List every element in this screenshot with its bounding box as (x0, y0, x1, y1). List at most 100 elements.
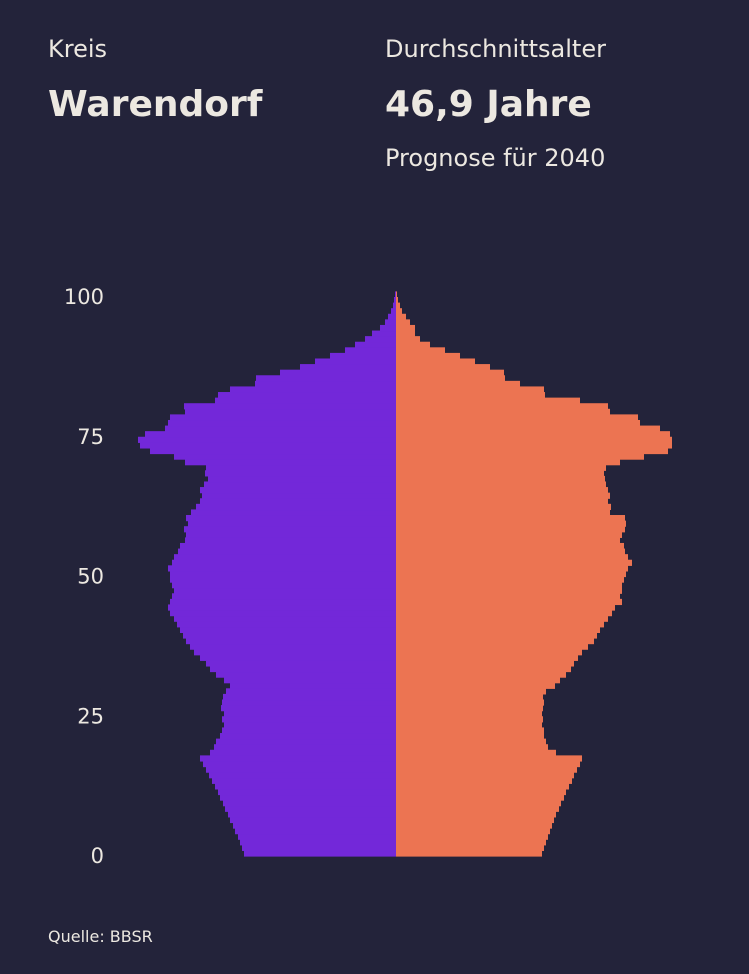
bar (210, 749, 396, 756)
bar (391, 308, 396, 315)
bar (396, 386, 544, 393)
bar (345, 347, 396, 354)
bar (396, 805, 559, 812)
bar (396, 632, 597, 639)
bar (396, 699, 544, 706)
bar (396, 358, 475, 365)
bar (396, 794, 564, 801)
bar (396, 526, 625, 533)
bar (396, 470, 604, 477)
bar (223, 800, 396, 807)
bar (396, 598, 622, 606)
bar (396, 844, 544, 852)
bar (396, 341, 430, 348)
bar (396, 319, 410, 326)
bar (230, 816, 396, 824)
bar (203, 760, 396, 768)
bar (396, 330, 415, 337)
bar (280, 369, 396, 376)
bar (180, 542, 396, 550)
bar (235, 828, 396, 835)
bar (396, 755, 582, 762)
bar (396, 442, 672, 449)
bar (396, 302, 400, 309)
bar (186, 515, 396, 522)
y-tick-label: 100 (64, 285, 104, 309)
bar (396, 637, 594, 645)
bar (396, 431, 670, 438)
bar (204, 481, 396, 488)
bar (396, 850, 542, 857)
bar (184, 403, 396, 410)
bar (172, 559, 396, 566)
bar (218, 392, 396, 399)
bar (396, 352, 460, 360)
bar (396, 576, 624, 583)
bar (396, 744, 548, 751)
bar (206, 464, 396, 471)
bar (221, 705, 396, 712)
bar (188, 520, 396, 527)
bar (396, 425, 660, 432)
bar (396, 459, 620, 466)
bar (396, 487, 608, 494)
bar (240, 839, 396, 846)
bar (372, 330, 396, 337)
bar (396, 392, 545, 399)
bar (210, 665, 396, 673)
bar (209, 772, 396, 779)
bar (172, 582, 396, 589)
bar (172, 593, 396, 600)
bar (177, 621, 396, 628)
bar (396, 777, 572, 784)
bar (170, 570, 396, 578)
bar (396, 447, 668, 455)
bar (202, 492, 396, 499)
bar (223, 693, 396, 701)
bar (396, 710, 542, 717)
bar (190, 643, 396, 650)
bar (396, 414, 638, 421)
bar (365, 336, 396, 343)
bar (140, 442, 396, 449)
bar (206, 766, 396, 773)
bar (396, 811, 556, 818)
bar (396, 660, 574, 667)
bar (385, 319, 396, 326)
bar (214, 744, 396, 751)
bar (186, 637, 396, 645)
bar (205, 470, 396, 477)
bar (396, 554, 628, 561)
bar (396, 492, 610, 499)
bar (233, 822, 396, 829)
y-tick-label: 25 (77, 704, 104, 728)
bar (256, 375, 396, 382)
bar (396, 727, 544, 734)
bar (186, 531, 396, 538)
bar (220, 733, 396, 740)
bar (225, 805, 396, 812)
bar (396, 297, 398, 304)
bar (300, 364, 396, 371)
bar (218, 788, 396, 796)
bar (222, 716, 396, 723)
bar (185, 408, 396, 415)
bar (396, 816, 554, 824)
bar (396, 481, 606, 488)
bar (396, 408, 610, 415)
bar (396, 464, 606, 471)
bar (138, 436, 396, 443)
bar (220, 794, 396, 801)
stat-label: Durchschnittsalter (385, 35, 606, 63)
bar (380, 324, 396, 332)
bar (215, 783, 396, 790)
bar (396, 419, 640, 427)
bar (396, 364, 490, 371)
bar (396, 570, 626, 578)
bar (396, 671, 566, 678)
bar (206, 660, 396, 667)
bar (224, 721, 396, 729)
bar (396, 772, 574, 779)
